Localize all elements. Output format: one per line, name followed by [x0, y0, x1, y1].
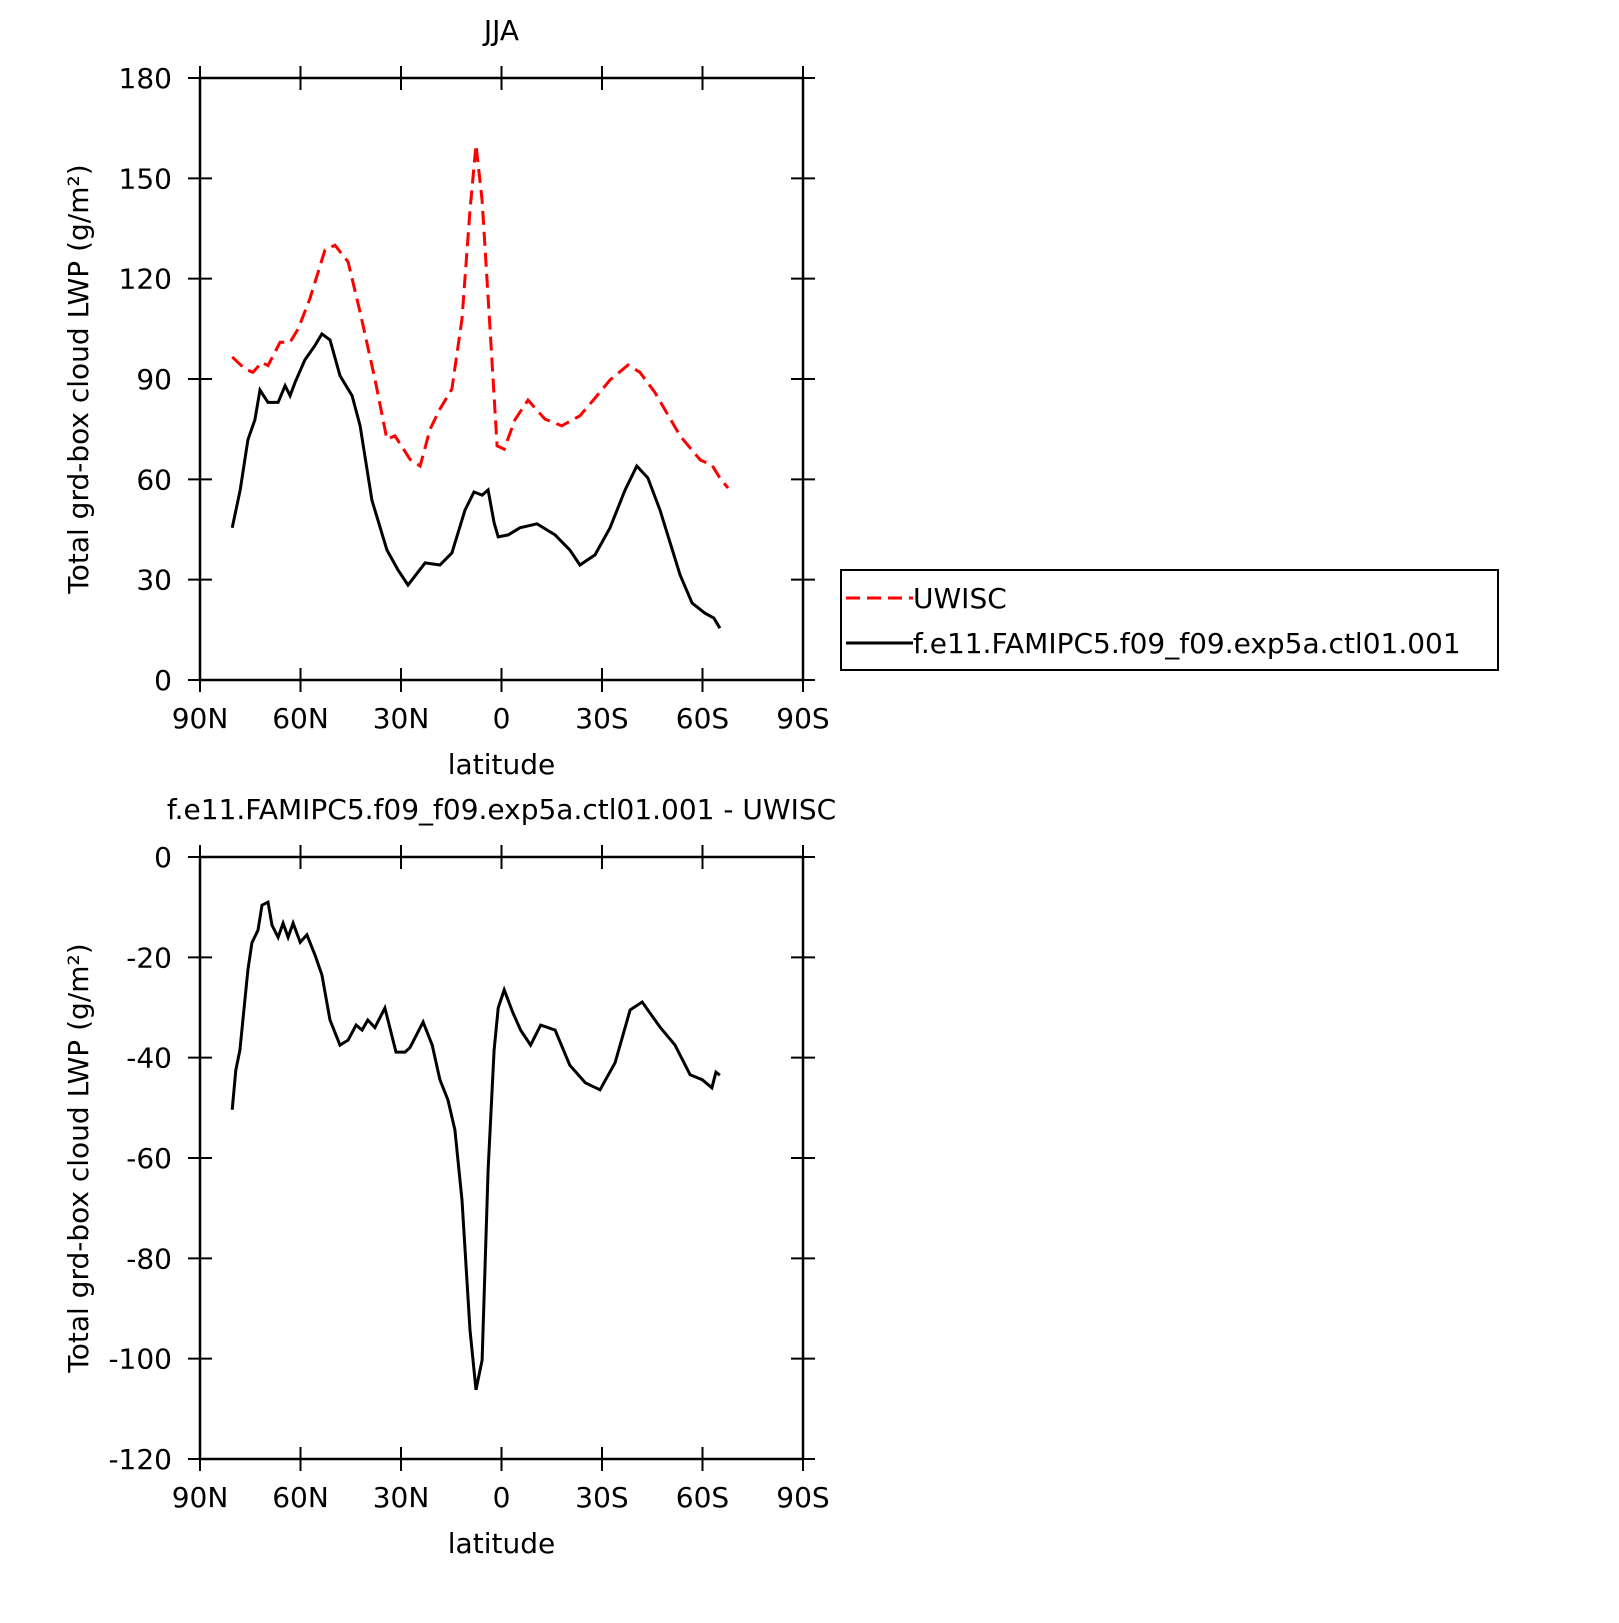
x-tick-label: 30S: [575, 1481, 628, 1514]
y-tick-label: 30: [136, 564, 172, 597]
y-tick-label: 60: [136, 463, 172, 496]
x-tick-label: 90N: [172, 702, 229, 735]
x-tick-label: 90S: [776, 1481, 829, 1514]
x-tick-label: 90S: [776, 702, 829, 735]
y-tick-label: 90: [136, 363, 172, 396]
y-tick-label: -20: [126, 941, 172, 974]
y-tick-label: -80: [126, 1242, 172, 1275]
legend-box: [840, 569, 1499, 671]
chart-title: JJA: [482, 14, 519, 47]
x-tick-label: 0: [493, 702, 511, 735]
line-series: [231, 144, 730, 489]
x-tick-label: 30N: [373, 702, 430, 735]
x-tick-label: 0: [493, 1481, 511, 1514]
x-tick-label: 60S: [676, 702, 729, 735]
chart-title: f.e11.FAMIPC5.f09_f09.exp5a.ctl01.001 - …: [167, 793, 836, 826]
x-tick-label: 30N: [373, 1481, 430, 1514]
y-tick-label: -120: [108, 1443, 172, 1476]
y-tick-label: -60: [126, 1142, 172, 1175]
plot-frame: [198, 76, 805, 682]
y-tick-label: 120: [119, 263, 172, 296]
line-series: [230, 899, 721, 1391]
x-tick-label: 90N: [172, 1481, 229, 1514]
legend-label: UWISC: [913, 582, 1007, 615]
line-series: [230, 331, 722, 629]
y-axis-label: Total grd-box cloud LWP (g/m²): [62, 164, 95, 594]
y-axis-label: Total grd-box cloud LWP (g/m²): [62, 943, 95, 1373]
y-tick-label: 0: [154, 664, 172, 697]
x-tick-label: 60N: [272, 1481, 329, 1514]
legend-label: f.e11.FAMIPC5.f09_f09.exp5a.ctl01.001: [913, 627, 1461, 660]
y-tick-label: 0: [154, 841, 172, 874]
x-tick-label: 60S: [676, 1481, 729, 1514]
y-tick-label: -40: [126, 1042, 172, 1075]
y-tick-label: 180: [119, 62, 172, 95]
x-axis-label: latitude: [448, 748, 555, 781]
x-axis-label: latitude: [448, 1527, 555, 1560]
plot-frame: [198, 855, 805, 1461]
y-tick-label: -100: [108, 1343, 172, 1376]
y-tick-label: 150: [119, 162, 172, 195]
x-tick-label: 60N: [272, 702, 329, 735]
x-tick-label: 30S: [575, 702, 628, 735]
